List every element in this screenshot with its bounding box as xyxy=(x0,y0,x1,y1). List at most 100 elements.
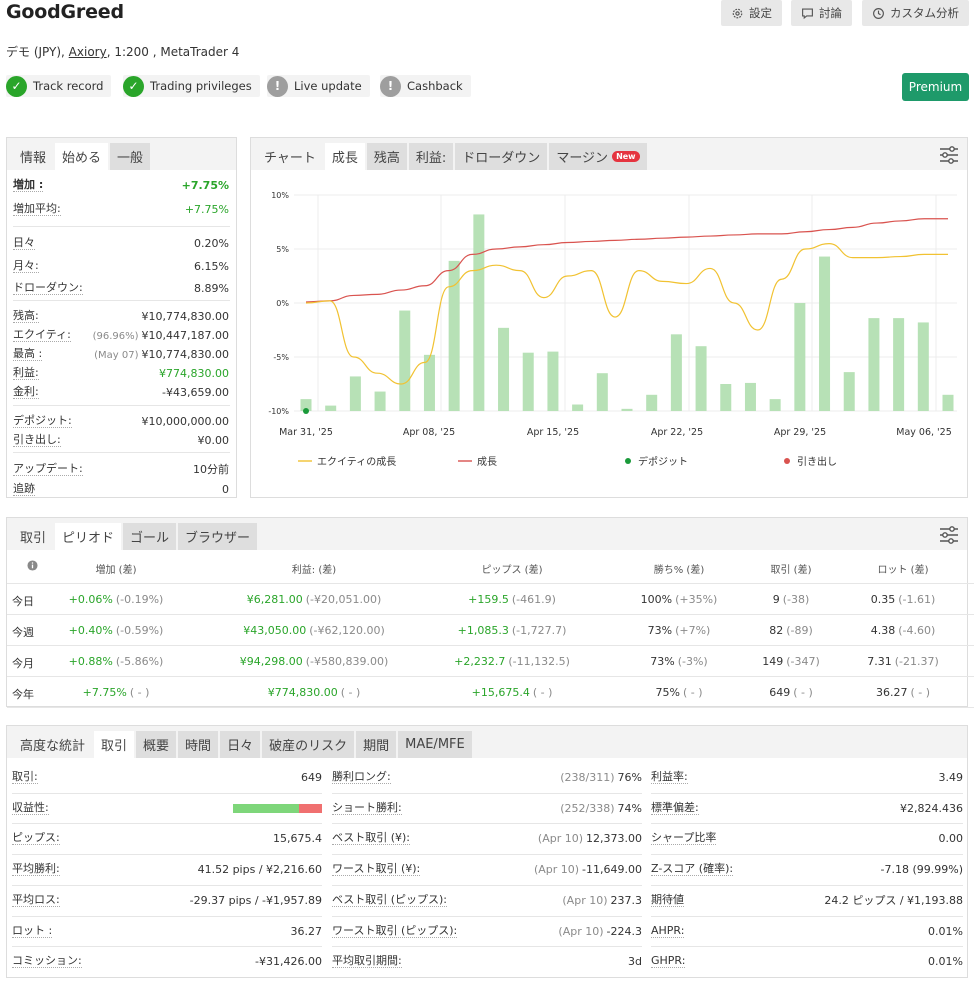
tab-trades[interactable]: 取引 xyxy=(94,731,135,758)
badge-trading-privileges[interactable]: ✓ Trading privileges xyxy=(123,75,260,97)
tab-start[interactable]: 始める xyxy=(55,143,109,170)
info-label: 金利: xyxy=(13,384,39,399)
custom-analysis-button[interactable]: カスタム分析 xyxy=(862,0,969,26)
stats-value-group: (Apr 10) -11,649.00 xyxy=(534,863,642,876)
period-value: 73% xyxy=(650,655,675,668)
badge-label: Live update xyxy=(294,79,362,93)
column-header: ロット (差) xyxy=(877,565,929,576)
stats-label: 勝利ロング: xyxy=(332,770,391,784)
growth-chart[interactable]: 10% 5% 0% -5% -10% Mar 31, '25 Apr 08, '25 Apr … xyxy=(251,170,967,496)
stats-value: 12,373.00 xyxy=(586,832,642,846)
stats-row: 標準偏差: ¥2,824.436 xyxy=(651,793,963,824)
settings-label: 設定 xyxy=(749,6,772,20)
stats-row: ベスト取引 (ピップス): (Apr 10) 237.3 xyxy=(332,885,642,916)
info-value: +7.75% xyxy=(184,202,229,216)
tab-duration[interactable]: 期間 xyxy=(356,731,397,758)
stats-label: 取引: xyxy=(12,770,38,784)
period-cell: 100% (+35%) xyxy=(589,593,769,606)
stats-label: 平均勝利: xyxy=(12,862,60,877)
chart-panel: チャート 成長 残高 利益: ドローダウン マージン New 10% 5% 0% -5%… xyxy=(250,137,968,498)
stats-note: (Apr 10) xyxy=(558,924,604,938)
discussion-button[interactable]: 討論 xyxy=(791,0,852,26)
stats-value-group: 3d xyxy=(628,955,642,968)
stats-label: ワースト取引 (ピップス): xyxy=(332,923,458,938)
tab-goal[interactable]: ゴール xyxy=(123,523,177,550)
tab-advanced-stats[interactable]: 高度な統計 xyxy=(20,739,86,754)
tab-summary[interactable]: 概要 xyxy=(136,731,177,758)
period-diff: (-1.61) xyxy=(898,593,936,606)
badge-live-update[interactable]: ! Live update xyxy=(267,75,370,97)
stats-note: (Apr 10) xyxy=(562,893,608,907)
period-diff: ( - ) xyxy=(532,686,553,699)
stats-row: AHPR: 0.01% xyxy=(651,916,963,947)
period-value: ¥6,281.00 xyxy=(246,593,303,606)
period-value: 0.35 xyxy=(870,593,896,606)
tab-period[interactable]: ピリオド xyxy=(55,523,122,550)
stats-row: 勝利ロング: (238/311) 76% xyxy=(332,762,642,793)
broker-link[interactable]: Axiory xyxy=(68,45,107,59)
info-row: 利益: ¥774,830.00 xyxy=(13,365,229,381)
period-diff: (-4.60) xyxy=(898,624,936,637)
period-diff: (-11,132.5) xyxy=(508,655,570,668)
period-cell: +0.40% (-0.59%) xyxy=(26,624,206,637)
x-tick-label: Apr 15, '25 xyxy=(527,427,579,438)
info-value-group: ¥10,774,830.00 xyxy=(142,310,229,323)
check-icon: ✓ xyxy=(6,75,27,97)
tab-general[interactable]: 一般 xyxy=(110,143,151,170)
info-row: 金利: -¥43,659.00 xyxy=(13,384,229,400)
divider xyxy=(651,884,963,886)
tab-balance[interactable]: 残高 xyxy=(366,143,407,170)
clock-icon xyxy=(873,7,884,19)
tab-info[interactable]: 情報 xyxy=(20,151,47,166)
tab-chart[interactable]: チャート xyxy=(264,151,316,166)
stats-value: -29.37 pips / -¥1,957.89 xyxy=(189,893,322,907)
settings-button[interactable]: 設定 xyxy=(721,0,782,26)
tab-growth[interactable]: 成長 xyxy=(324,143,365,170)
tab-hours[interactable]: 時間 xyxy=(178,731,219,758)
badge-track-record[interactable]: ✓ Track record xyxy=(6,75,112,97)
account-type: デモ (JPY), xyxy=(6,45,65,59)
period-diff: ( - ) xyxy=(910,686,931,699)
tab-profit[interactable]: 利益: xyxy=(408,143,454,170)
tab-mae-mfe[interactable]: MAE/MFE xyxy=(398,731,472,758)
info-tabs: 情報 始める 一般 xyxy=(7,138,236,170)
sliders-icon[interactable] xyxy=(939,526,959,544)
stats-row: 利益率: 3.49 xyxy=(651,762,963,793)
info-icon[interactable] xyxy=(27,560,38,574)
premium-button[interactable]: Premium xyxy=(902,73,969,101)
period-diff: (-461.9) xyxy=(511,593,556,606)
stats-value: 41.52 pips / ¥2,216.60 xyxy=(197,863,322,877)
divider xyxy=(12,946,322,948)
stats-value-group: ¥2,824.436 xyxy=(900,802,963,815)
chart-bar xyxy=(621,408,633,411)
tab-risk-of-ruin[interactable]: 破産のリスク xyxy=(262,731,355,758)
info-value-group: (May 07) ¥10,774,830.00 xyxy=(94,348,229,361)
chart-bar xyxy=(374,391,386,411)
chart-bar xyxy=(794,303,806,411)
divider xyxy=(7,645,974,646)
stats-row: 期待値 24.2 ピップス / ¥1,193.88 xyxy=(651,885,963,916)
info-value: ¥10,774,830.00 xyxy=(141,309,229,323)
tab-browser[interactable]: ブラウザー xyxy=(178,523,258,550)
y-tick-label: -10% xyxy=(268,407,289,416)
badge-cashback[interactable]: ! Cashback xyxy=(380,75,471,97)
info-row: エクイティ: (96.96%) ¥10,447,187.00 xyxy=(13,327,229,343)
stats-value-group: -¥31,426.00 xyxy=(255,955,322,968)
chart-bar xyxy=(868,318,880,411)
tab-drawdown[interactable]: ドローダウン xyxy=(455,143,548,170)
period-value: 82 xyxy=(769,624,784,637)
sliders-icon[interactable] xyxy=(939,146,959,164)
period-diff: (+35%) xyxy=(675,593,718,606)
x-tick-label: Apr 08, '25 xyxy=(403,427,455,438)
tab-margin[interactable]: マージン New xyxy=(549,143,647,170)
stats-value-group: 24.2 ピップス / ¥1,193.88 xyxy=(824,892,963,908)
stats-value: 36.27 xyxy=(290,924,323,938)
info-value-group: ¥0.00 xyxy=(198,434,230,447)
period-value: 149 xyxy=(762,655,784,668)
tab-trades[interactable]: 取引 xyxy=(20,531,47,546)
stats-label: ピップス: xyxy=(12,831,60,846)
stats-value: 74% xyxy=(617,801,642,815)
period-cell: 73% (-3%) xyxy=(589,655,769,668)
period-cell: ¥6,281.00 (-¥20,051.00) xyxy=(224,593,404,606)
tab-daily[interactable]: 日々 xyxy=(220,731,261,758)
